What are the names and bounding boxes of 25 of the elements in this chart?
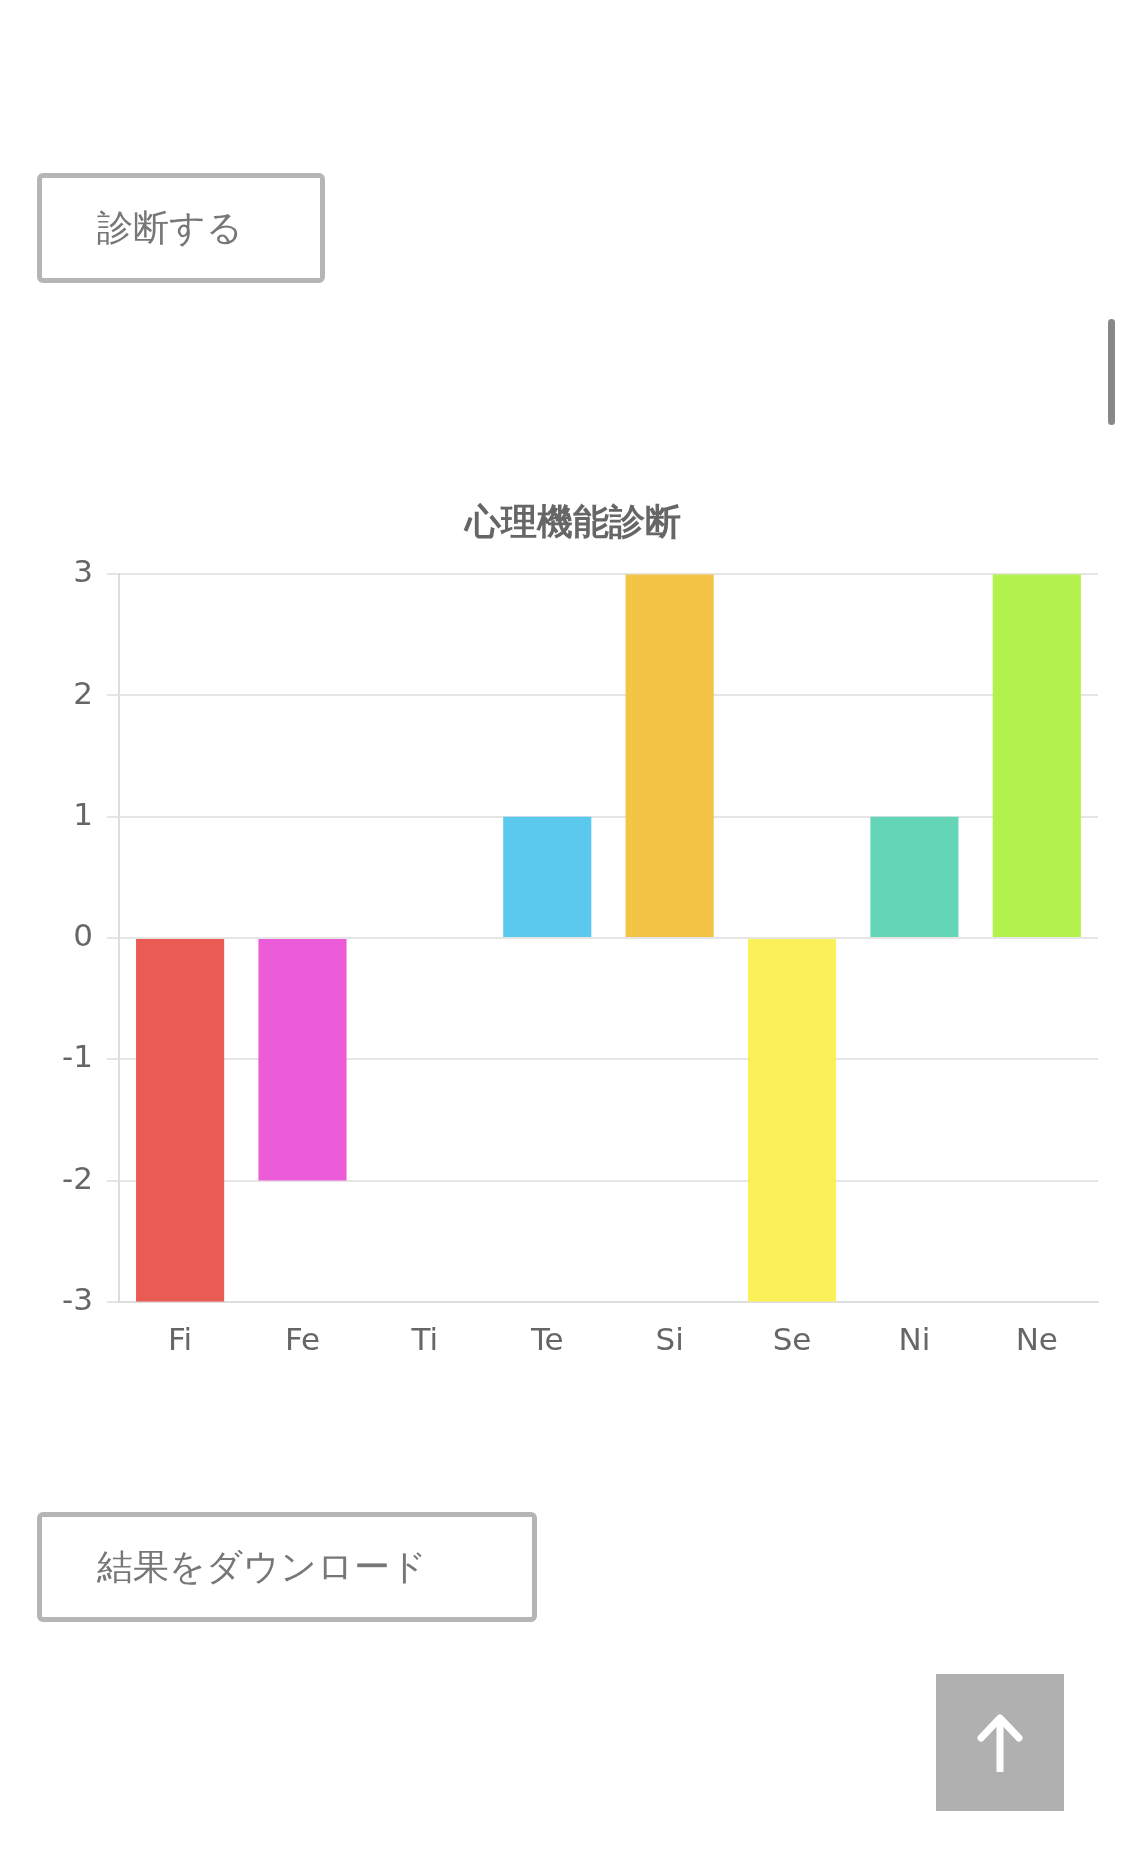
chart-title: 心理機能診断 bbox=[463, 500, 681, 542]
x-tick-label: Ne bbox=[1015, 1321, 1058, 1358]
x-tick-label: Ti bbox=[410, 1321, 439, 1358]
y-tick-label: 1 bbox=[73, 795, 93, 832]
bar bbox=[503, 816, 592, 937]
y-tick-label: 2 bbox=[73, 674, 93, 711]
y-tick-label: -1 bbox=[61, 1038, 93, 1075]
y-tick-label: -3 bbox=[61, 1280, 93, 1317]
bar bbox=[625, 574, 714, 937]
x-tick-label: Te bbox=[529, 1321, 564, 1358]
x-tick-label: Ni bbox=[898, 1321, 931, 1358]
button[interactable]: 診断する bbox=[37, 173, 325, 283]
button[interactable]: 結果をダウンロード bbox=[37, 1512, 537, 1622]
x-tick-label: Fi bbox=[168, 1321, 193, 1358]
bar bbox=[992, 574, 1081, 937]
y-tick-label: 3 bbox=[73, 553, 93, 590]
y-tick-label: 0 bbox=[73, 917, 93, 954]
bar bbox=[136, 939, 225, 1302]
x-tick-label: Si bbox=[655, 1321, 684, 1358]
x-tick-label: Se bbox=[772, 1321, 812, 1358]
bar bbox=[258, 939, 347, 1181]
bar bbox=[870, 816, 959, 937]
bar bbox=[747, 939, 837, 1302]
y-tick-label: -2 bbox=[61, 1159, 93, 1196]
x-tick-label: Fe bbox=[284, 1321, 321, 1358]
